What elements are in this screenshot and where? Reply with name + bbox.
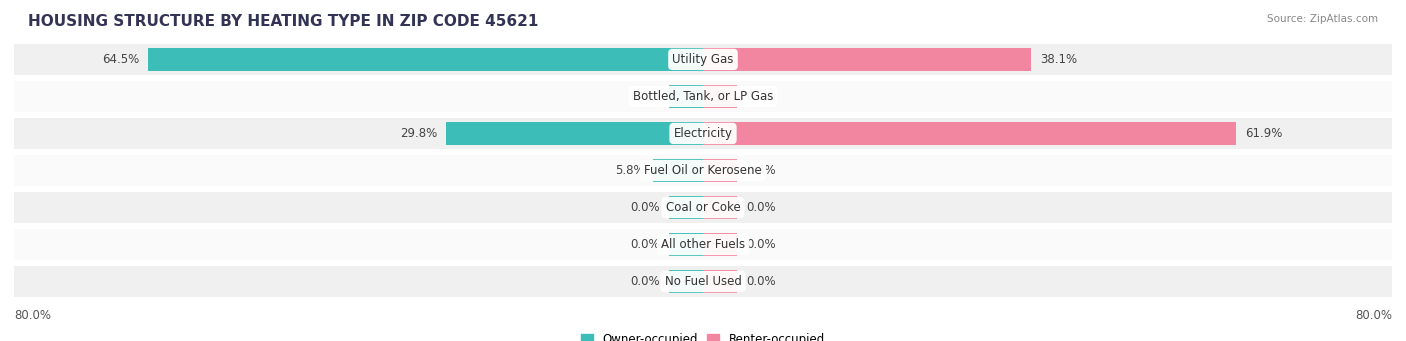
Bar (148, 48, 703, 71)
Bar (14, 81, 1392, 112)
Bar (652, 159, 703, 182)
Bar (703, 85, 738, 108)
Bar (703, 233, 738, 256)
Text: 0.0%: 0.0% (630, 201, 659, 214)
Text: 0.0%: 0.0% (747, 201, 776, 214)
Text: 0.0%: 0.0% (747, 90, 776, 103)
Text: All other Fuels: All other Fuels (661, 238, 745, 251)
Bar (669, 85, 703, 108)
Text: Electricity: Electricity (673, 127, 733, 140)
Bar (703, 122, 1236, 145)
Text: 38.1%: 38.1% (1039, 53, 1077, 66)
Text: 80.0%: 80.0% (1355, 309, 1392, 322)
Text: Utility Gas: Utility Gas (672, 53, 734, 66)
Bar (669, 233, 703, 256)
Text: 0.0%: 0.0% (747, 238, 776, 251)
Text: 80.0%: 80.0% (14, 309, 51, 322)
Bar (669, 196, 703, 219)
Text: 64.5%: 64.5% (101, 53, 139, 66)
Text: Bottled, Tank, or LP Gas: Bottled, Tank, or LP Gas (633, 90, 773, 103)
Text: No Fuel Used: No Fuel Used (665, 275, 741, 288)
Text: 0.0%: 0.0% (630, 238, 659, 251)
Text: 0.0%: 0.0% (630, 90, 659, 103)
Bar (446, 122, 703, 145)
Text: Coal or Coke: Coal or Coke (665, 201, 741, 214)
Text: 5.8%: 5.8% (614, 164, 644, 177)
Legend: Owner-occupied, Renter-occupied: Owner-occupied, Renter-occupied (576, 329, 830, 341)
Bar (14, 155, 1392, 186)
Bar (14, 44, 1392, 75)
Bar (669, 270, 703, 293)
Bar (703, 48, 1031, 71)
Text: Fuel Oil or Kerosene: Fuel Oil or Kerosene (644, 164, 762, 177)
Bar (14, 266, 1392, 297)
Text: 0.0%: 0.0% (630, 275, 659, 288)
Text: 61.9%: 61.9% (1244, 127, 1282, 140)
Bar (14, 118, 1392, 149)
Text: Source: ZipAtlas.com: Source: ZipAtlas.com (1267, 14, 1378, 24)
Bar (703, 159, 738, 182)
Text: HOUSING STRUCTURE BY HEATING TYPE IN ZIP CODE 45621: HOUSING STRUCTURE BY HEATING TYPE IN ZIP… (28, 14, 538, 29)
Text: 29.8%: 29.8% (401, 127, 437, 140)
Bar (14, 192, 1392, 223)
Bar (703, 270, 738, 293)
Text: 0.0%: 0.0% (747, 164, 776, 177)
Bar (703, 196, 738, 219)
Bar (14, 229, 1392, 260)
Text: 0.0%: 0.0% (747, 275, 776, 288)
